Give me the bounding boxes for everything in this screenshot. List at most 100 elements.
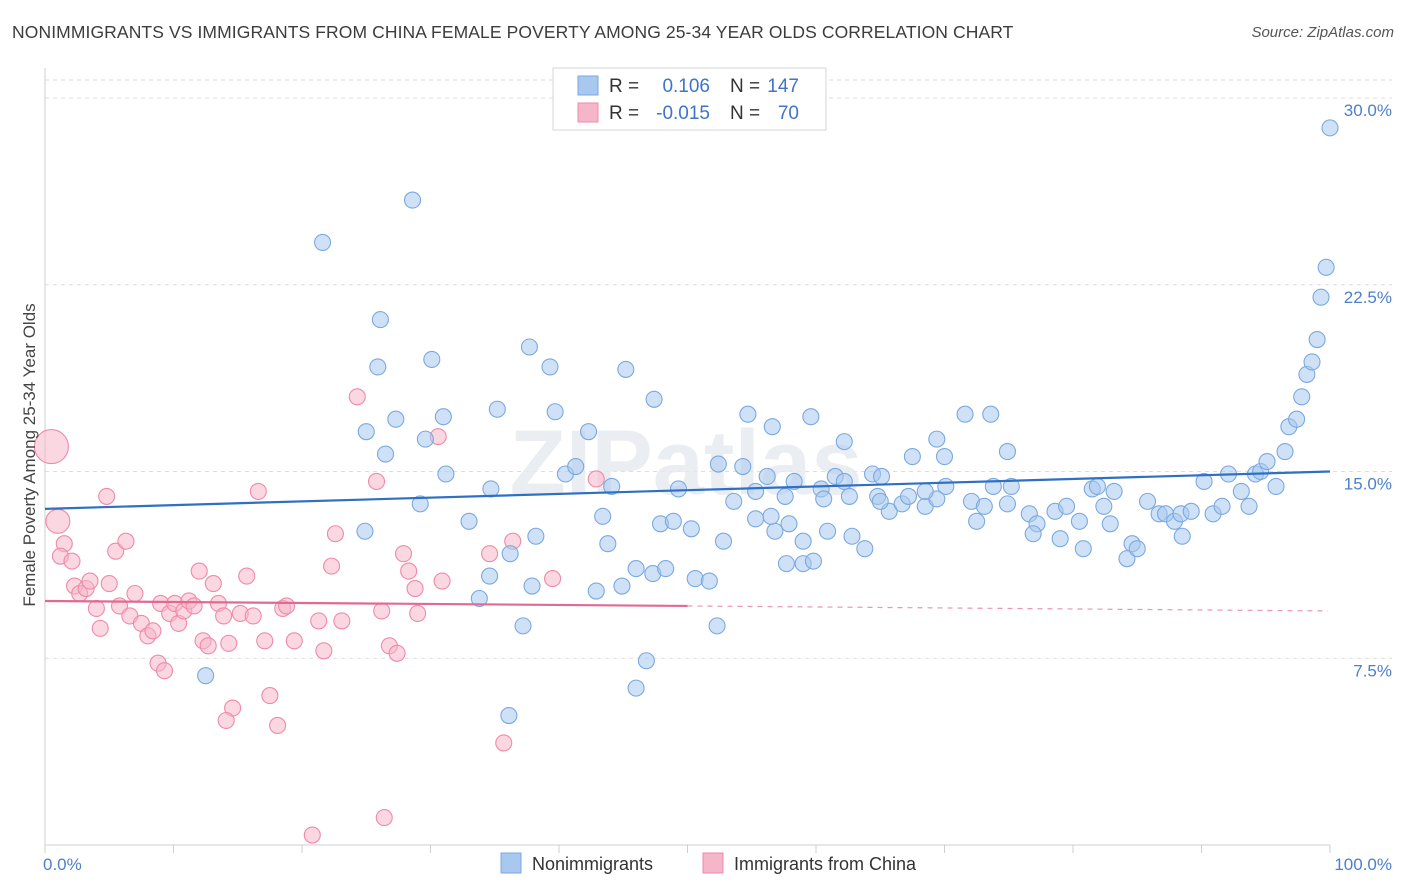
blue-point-45 xyxy=(709,455,727,473)
pink-point-65 xyxy=(433,572,451,590)
blue-point-114 xyxy=(1293,388,1311,406)
blue-point-28 xyxy=(594,507,612,525)
blue-point-74 xyxy=(968,512,986,530)
blue-point-2 xyxy=(371,311,389,329)
blue-point-9 xyxy=(357,423,375,441)
pink-point-17 xyxy=(126,584,144,603)
blue-point-111 xyxy=(1276,443,1294,461)
y-tick-label-2: 22.5% xyxy=(1344,288,1392,307)
blue-point-89 xyxy=(1101,515,1119,533)
blue-point-132 xyxy=(587,582,605,600)
blue-point-17 xyxy=(437,465,455,483)
chart-title: NONIMMIGRANTS VS IMMIGRANTS FROM CHINA F… xyxy=(12,22,1014,42)
blue-point-93 xyxy=(1128,540,1146,558)
blue-point-119 xyxy=(1317,258,1335,276)
pink-point-55 xyxy=(348,388,366,406)
blue-point-139 xyxy=(637,652,655,670)
y-axis-label: Female Poverty Among 25-34 Year Olds xyxy=(20,303,39,606)
blue-point-24 xyxy=(411,495,429,513)
pink-point-9 xyxy=(87,599,105,618)
pink-point-4 xyxy=(63,552,81,570)
blue-point-125 xyxy=(928,430,946,448)
legend-n-label-0: N = xyxy=(730,76,760,97)
blue-point-110 xyxy=(1267,477,1285,495)
blue-point-84 xyxy=(1070,512,1088,530)
x-tick-labels: 0.0% 100.0% xyxy=(43,855,1392,874)
y-tick-label-1: 15.0% xyxy=(1344,475,1392,494)
pink-point-54 xyxy=(333,612,351,630)
y-tick-label-3: 30.0% xyxy=(1344,101,1392,120)
pink-point-42 xyxy=(249,482,267,500)
blue-point-54 xyxy=(815,490,833,508)
blue-point-42 xyxy=(682,520,700,538)
blue-point-7 xyxy=(617,360,635,378)
pink-point-57 xyxy=(373,602,391,620)
blue-point-105 xyxy=(1232,482,1250,500)
pink-point-0 xyxy=(33,429,69,465)
pink-point-29 xyxy=(185,597,203,615)
blue-point-20 xyxy=(567,457,585,476)
blue-point-50 xyxy=(766,522,784,540)
blue-point-83 xyxy=(1058,497,1076,515)
pink-point-43 xyxy=(256,632,274,650)
blue-point-126 xyxy=(956,405,974,423)
pink-point-44 xyxy=(261,687,279,705)
blue-point-120 xyxy=(1321,119,1339,137)
trendlines xyxy=(44,470,1331,612)
correlation-legend: R = 0.106 N = 147 R = -0.015 N = 70 xyxy=(552,67,827,131)
pink-point-70 xyxy=(587,470,605,488)
blue-point-22 xyxy=(669,480,688,498)
series-legend: Nonimmigrants Immigrants from China xyxy=(500,852,917,874)
legend-n-label-1: N = xyxy=(730,103,760,124)
legend-r-value-1: -0.015 xyxy=(656,103,710,124)
blue-point-130 xyxy=(734,457,752,476)
blue-point-13 xyxy=(546,403,564,421)
pink-point-51 xyxy=(315,642,333,660)
legend-bottom-swatch-blue xyxy=(500,852,522,874)
blue-point-142 xyxy=(500,706,518,725)
blue-point-29 xyxy=(599,535,617,553)
svg-text:ZIPatlas: ZIPatlas xyxy=(510,412,863,514)
immigrants-trendline-solid xyxy=(44,599,688,608)
pink-point-15 xyxy=(117,532,135,550)
pink-point-33 xyxy=(204,574,222,593)
pink-point-8 xyxy=(81,572,99,590)
pink-point-52 xyxy=(323,557,341,575)
pink-point-62 xyxy=(406,579,424,598)
blue-point-15 xyxy=(376,445,395,463)
blue-point-18 xyxy=(482,480,500,498)
pink-point-60 xyxy=(394,545,413,563)
blue-point-56 xyxy=(835,472,853,491)
pink-point-71 xyxy=(375,809,393,827)
legend-series-nonimmigrants: Nonimmigrants xyxy=(532,854,653,874)
blue-point-140 xyxy=(627,679,645,697)
nonimmigrants-points xyxy=(197,119,1339,725)
pink-point-50 xyxy=(310,612,328,630)
blue-point-71 xyxy=(937,477,955,495)
blue-point-137 xyxy=(916,482,934,500)
blue-point-123 xyxy=(802,408,820,426)
blue-point-12 xyxy=(488,400,506,418)
pink-point-35 xyxy=(215,607,233,625)
immigrants-trendline-dashed xyxy=(687,605,1329,612)
blue-point-61 xyxy=(819,522,837,540)
pink-point-67 xyxy=(495,734,513,752)
blue-point-25 xyxy=(460,512,478,530)
blue-point-68 xyxy=(899,487,918,505)
blue-point-27 xyxy=(527,527,545,545)
blue-point-127 xyxy=(998,443,1017,461)
blue-point-100 xyxy=(1173,527,1191,545)
pink-point-1 xyxy=(45,508,71,534)
blue-point-113 xyxy=(1288,410,1306,428)
blue-point-10 xyxy=(387,410,405,428)
blue-point-33 xyxy=(613,577,631,595)
pink-point-59 xyxy=(388,644,406,662)
x-tick-label-0: 0.0% xyxy=(43,855,82,874)
blue-point-0 xyxy=(314,233,332,251)
legend-n-value-1: 70 xyxy=(778,103,799,124)
blue-point-77 xyxy=(998,495,1017,513)
blue-point-36 xyxy=(657,560,675,578)
pink-point-10 xyxy=(91,619,109,637)
nonimmigrants-trendline xyxy=(44,470,1331,510)
blue-point-41 xyxy=(664,512,682,530)
